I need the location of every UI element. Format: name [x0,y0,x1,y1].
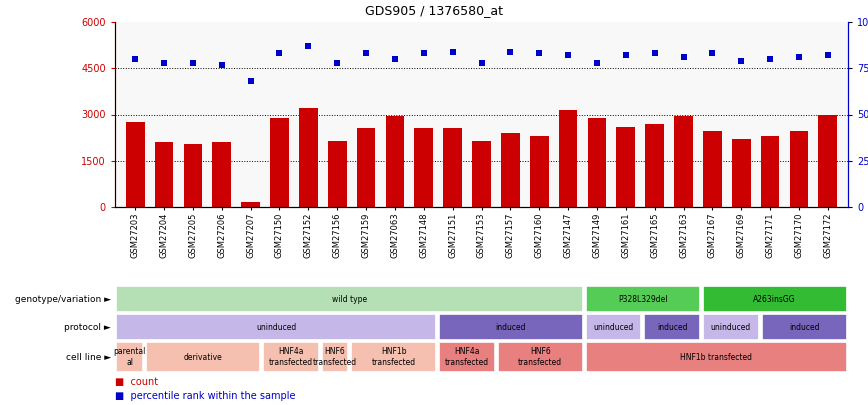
Bar [644,314,700,340]
Bar [126,122,145,207]
Text: uninduced: uninduced [711,322,751,332]
Text: HNF4a
transfected: HNF4a transfected [269,347,313,367]
Bar [328,141,346,207]
Bar [116,314,436,340]
Bar [155,142,174,207]
Bar [263,342,319,372]
Bar [439,314,582,340]
Text: ■  percentile rank within the sample: ■ percentile rank within the sample [115,391,295,401]
Text: induced: induced [496,322,526,332]
Bar [732,139,751,207]
Bar [439,342,495,372]
Bar [559,110,577,207]
Bar [760,136,779,207]
Bar [703,314,759,340]
Bar [241,202,260,207]
Text: P328L329del: P328L329del [618,294,667,303]
Text: HNF4a
transfected: HNF4a transfected [444,347,489,367]
Bar [472,141,491,207]
Bar [414,128,433,207]
Text: ■  count: ■ count [115,377,158,387]
Text: uninduced: uninduced [256,322,296,332]
Bar [351,342,436,372]
Bar [761,314,846,340]
Bar [616,127,635,207]
Bar [588,117,607,207]
Bar [183,144,202,207]
Bar [116,286,582,312]
Text: A263insGG: A263insGG [753,294,796,303]
Bar [703,286,846,312]
Bar [586,342,846,372]
Bar [357,128,376,207]
Bar [385,116,404,207]
Bar [322,342,348,372]
Bar [586,286,700,312]
Text: cell line ►: cell line ► [66,352,110,362]
Text: uninduced: uninduced [594,322,634,332]
Bar [146,342,260,372]
Bar [116,342,143,372]
Text: parental
al: parental al [114,347,146,367]
Bar [444,128,462,207]
Text: induced: induced [657,322,687,332]
Bar [790,132,808,207]
Text: derivative: derivative [184,352,222,362]
Bar [645,124,664,207]
Bar [819,115,837,207]
Bar [586,314,641,340]
Bar [529,136,549,207]
Bar [299,108,318,207]
Text: HNF1b transfected: HNF1b transfected [680,352,752,362]
Text: HNF6
transfected: HNF6 transfected [518,347,562,367]
Text: HNF6
transfected: HNF6 transfected [312,347,357,367]
Bar [501,133,520,207]
Bar [213,142,231,207]
Bar [270,117,289,207]
Bar [674,116,693,207]
Text: induced: induced [789,322,819,332]
Text: HNF1b
transfected: HNF1b transfected [372,347,416,367]
Text: wild type: wild type [332,294,367,303]
Text: protocol ►: protocol ► [64,322,110,332]
Bar [703,132,722,207]
Text: GDS905 / 1376580_at: GDS905 / 1376580_at [365,4,503,17]
Bar [497,342,582,372]
Text: genotype/variation ►: genotype/variation ► [15,294,110,303]
